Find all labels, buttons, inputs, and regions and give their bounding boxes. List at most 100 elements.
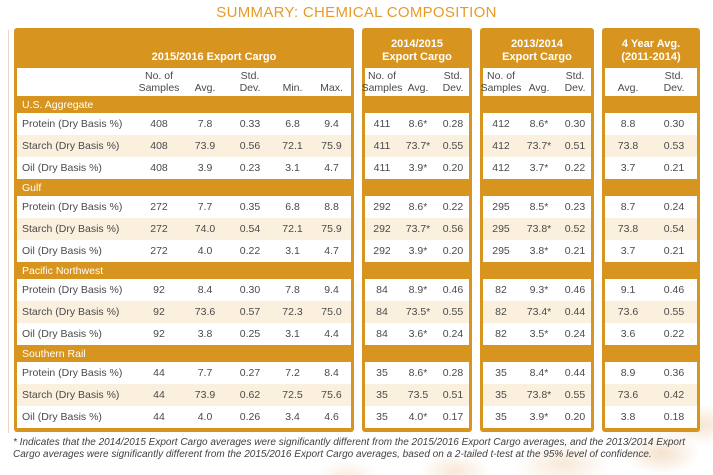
table-row: 412 8.6* 0.30 — [483, 113, 591, 135]
section-header — [483, 96, 591, 113]
cell-value: 92 — [153, 328, 165, 340]
column-header-line: Avg. — [528, 81, 550, 94]
row-label: Oil (Dry Basis %) — [22, 328, 102, 340]
table-row: 411 3.9* 0.20 — [365, 157, 469, 179]
table-row: Starch (Dry Basis %) 272 74.0 0.54 72.1 75.9 — [17, 218, 351, 240]
column-header-line: Std. — [664, 70, 684, 82]
table-row: 292 8.6* 0.22 — [365, 196, 469, 218]
cell-value: 3.9* — [408, 162, 428, 174]
group-header-line: Export Cargo — [382, 51, 452, 63]
cell-value: 4.0 — [197, 245, 213, 257]
table-row: Starch (Dry Basis %) 92 73.6 0.57 72.3 75.0 — [17, 301, 351, 323]
cell-value: 3.4 — [285, 411, 300, 423]
cell-value: 0.56 — [442, 223, 464, 235]
table-row: Protein (Dry Basis %) 44 7.7 0.27 7.2 8.4 — [17, 362, 351, 384]
cell-value: 0.30 — [239, 284, 261, 296]
cell-value: 3.8* — [529, 245, 549, 257]
cell-value: 0.33 — [239, 118, 261, 130]
cell-value: 0.55 — [663, 306, 685, 318]
cell-value: 73.7* — [526, 140, 552, 152]
cell-value: 0.18 — [663, 411, 685, 423]
cell-value: 75.9 — [321, 223, 342, 235]
cell-value: 408 — [150, 118, 168, 130]
row-label: Protein (Dry Basis %) — [22, 367, 123, 379]
cell-value: 3.9* — [529, 411, 549, 423]
column-header: Std. Dev. — [437, 68, 469, 96]
cell-value: 72.1 — [282, 223, 303, 235]
cell-value: 75.9 — [321, 140, 342, 152]
cell-value: 73.7* — [405, 140, 431, 152]
cell-value: 0.42 — [663, 389, 685, 401]
column-header: Min. — [273, 68, 312, 96]
cell-value: 0.36 — [663, 367, 685, 379]
cell-value: 8.6* — [529, 118, 549, 130]
cell-value: 0.46 — [663, 284, 685, 296]
cell-value: 35 — [495, 367, 507, 379]
cell-value: 8.8 — [324, 201, 339, 213]
cell-value: 73.6 — [617, 306, 639, 318]
column-header-line: Std. — [565, 70, 585, 82]
subheader-row: No. of Samples Avg. Std. Dev. — [362, 68, 469, 96]
cell-value: 7.8 — [285, 284, 300, 296]
cell-value: 92 — [153, 284, 165, 296]
column-header-line: Samples — [480, 81, 522, 94]
cell-value: 73.6 — [194, 306, 216, 318]
cell-value: 0.24 — [564, 328, 586, 340]
table-row: 412 3.7* 0.22 — [483, 157, 591, 179]
cell-value: 82 — [495, 306, 507, 318]
table-row: 82 9.3* 0.46 — [483, 279, 591, 301]
table-row: 73.6 0.55 — [605, 301, 697, 323]
cell-value: 0.21 — [663, 162, 685, 174]
cell-value: 73.7* — [405, 223, 431, 235]
table-row: 411 8.6* 0.28 — [365, 113, 469, 135]
cell-value: 8.7 — [620, 201, 636, 213]
section-header: U.S. Aggregate — [17, 96, 351, 113]
cell-value: 0.23 — [564, 201, 586, 213]
cell-value: 412 — [492, 162, 510, 174]
cell-value: 35 — [376, 389, 388, 401]
group-header: 2014/2015 Export Cargo — [365, 28, 469, 68]
cell-value: 411 — [373, 118, 391, 130]
cell-value: 8.4 — [197, 284, 213, 296]
table-row: Oil (Dry Basis %) 272 4.0 0.22 3.1 4.7 — [17, 240, 351, 262]
cell-value: 73.8 — [617, 140, 639, 152]
cell-value: 7.7 — [197, 367, 213, 379]
cell-value: 272 — [150, 223, 168, 235]
cell-value: 8.9* — [408, 284, 428, 296]
table-row: 35 73.8* 0.55 — [483, 384, 591, 406]
cell-value: 82 — [495, 328, 507, 340]
cell-value: 0.28 — [442, 367, 464, 379]
section-header-label: Southern Rail — [22, 347, 86, 360]
section-header — [483, 179, 591, 196]
table-row: 84 73.5* 0.55 — [365, 301, 469, 323]
table-row: Starch (Dry Basis %) 408 73.9 0.56 72.1 75.9 — [17, 135, 351, 157]
column-header: Std. Dev. — [559, 68, 591, 96]
table-row: 295 3.8* 0.21 — [483, 240, 591, 262]
cell-value: 6.8 — [285, 201, 300, 213]
cell-value: 0.57 — [239, 306, 261, 318]
cell-value: 3.6* — [408, 328, 428, 340]
cell-value: 73.9 — [194, 140, 216, 152]
section-header — [605, 179, 697, 196]
cell-value: 73.8* — [526, 389, 552, 401]
subheader-spacer — [17, 68, 135, 96]
page-title: SUMMARY: CHEMICAL COMPOSITION — [216, 4, 497, 21]
table-row: 35 3.9* 0.20 — [483, 406, 591, 428]
cell-value: 0.52 — [564, 223, 586, 235]
cell-value: 272 — [150, 245, 168, 257]
cell-value: 411 — [373, 162, 391, 174]
cell-value: 0.20 — [564, 411, 586, 423]
cell-value: 412 — [492, 118, 510, 130]
group-header: 4 Year Avg. (2011-2014) — [605, 28, 697, 68]
row-label: Starch (Dry Basis %) — [22, 140, 120, 152]
table-row: 35 4.0* 0.17 — [365, 406, 469, 428]
cell-value: 72.3 — [282, 306, 303, 318]
cell-value: 0.24 — [442, 328, 464, 340]
cell-value: 411 — [373, 140, 391, 152]
cell-value: 0.17 — [442, 411, 464, 423]
cell-value: 0.24 — [663, 201, 685, 213]
composition-table: 2015/2016 Export Cargo No. of Samples Avg. S… — [14, 28, 700, 432]
cell-value: 4.0 — [197, 411, 213, 423]
column-header-line: Dev. — [663, 81, 685, 94]
cell-value: 0.21 — [663, 245, 685, 257]
